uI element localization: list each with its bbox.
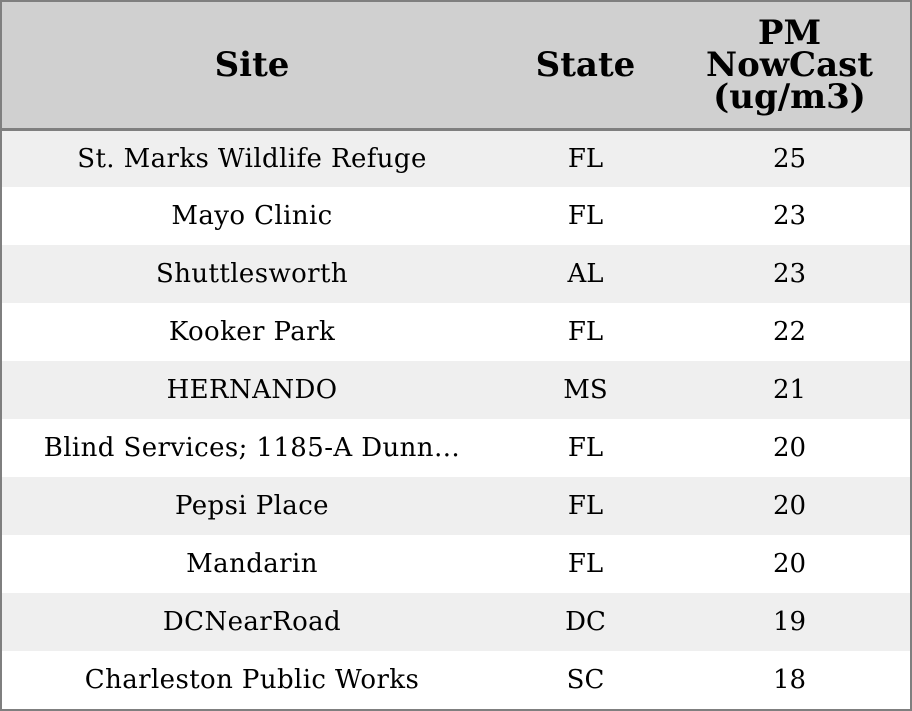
state-cell: SC (502, 651, 669, 709)
table-row: HERNANDO MS 21 (2, 361, 910, 419)
pm-cell: 23 (669, 187, 910, 245)
pm-cell: 18 (669, 651, 910, 709)
header-site: Site (2, 2, 502, 131)
site-cell: DCNearRoad (2, 593, 502, 651)
site-cell: Mandarin (2, 535, 502, 593)
site-cell: Kooker Park (2, 303, 502, 361)
site-cell: St. Marks Wildlife Refuge (2, 129, 502, 187)
header-row: Site State PM NowCast (ug/m3) (2, 2, 910, 131)
site-cell: Charleston Public Works (2, 651, 502, 709)
state-cell: FL (502, 129, 669, 187)
table-row: Shuttlesworth AL 23 (2, 245, 910, 303)
state-cell: FL (502, 303, 669, 361)
table-row: Charleston Public Works SC 18 (2, 651, 910, 709)
state-cell: FL (502, 477, 669, 535)
header-pm-line2: NowCast (706, 45, 873, 85)
state-cell: AL (502, 245, 669, 303)
state-cell: FL (502, 187, 669, 245)
pm-cell: 20 (669, 535, 910, 593)
table-header: Site State PM NowCast (ug/m3) (2, 2, 910, 131)
state-cell: DC (502, 593, 669, 651)
table-row: Blind Services; 1185-A Dunn… FL 20 (2, 419, 910, 477)
pm-cell: 25 (669, 129, 910, 187)
pm-cell: 22 (669, 303, 910, 361)
state-cell: FL (502, 419, 669, 477)
state-cell: MS (502, 361, 669, 419)
table-body: St. Marks Wildlife Refuge FL 25 Mayo Cli… (2, 129, 910, 709)
site-cell: Pepsi Place (2, 477, 502, 535)
site-cell: Shuttlesworth (2, 245, 502, 303)
header-pm-line3: (ug/m3) (713, 77, 866, 117)
table-row: DCNearRoad DC 19 (2, 593, 910, 651)
pm-cell: 21 (669, 361, 910, 419)
state-cell: FL (502, 535, 669, 593)
table-row: St. Marks Wildlife Refuge FL 25 (2, 129, 910, 187)
header-pm-line1: PM (757, 13, 822, 53)
table-row: Mayo Clinic FL 23 (2, 187, 910, 245)
pm-cell: 19 (669, 593, 910, 651)
pm-cell: 20 (669, 419, 910, 477)
header-state: State (502, 2, 669, 131)
table-row: Pepsi Place FL 20 (2, 477, 910, 535)
site-cell: HERNANDO (2, 361, 502, 419)
pm-cell: 23 (669, 245, 910, 303)
site-cell: Blind Services; 1185-A Dunn… (2, 419, 502, 477)
site-cell: Mayo Clinic (2, 187, 502, 245)
header-pm-nowcast: PM NowCast (ug/m3) (669, 2, 910, 131)
table-row: Mandarin FL 20 (2, 535, 910, 593)
pm-cell: 20 (669, 477, 910, 535)
table-row: Kooker Park FL 22 (2, 303, 910, 361)
